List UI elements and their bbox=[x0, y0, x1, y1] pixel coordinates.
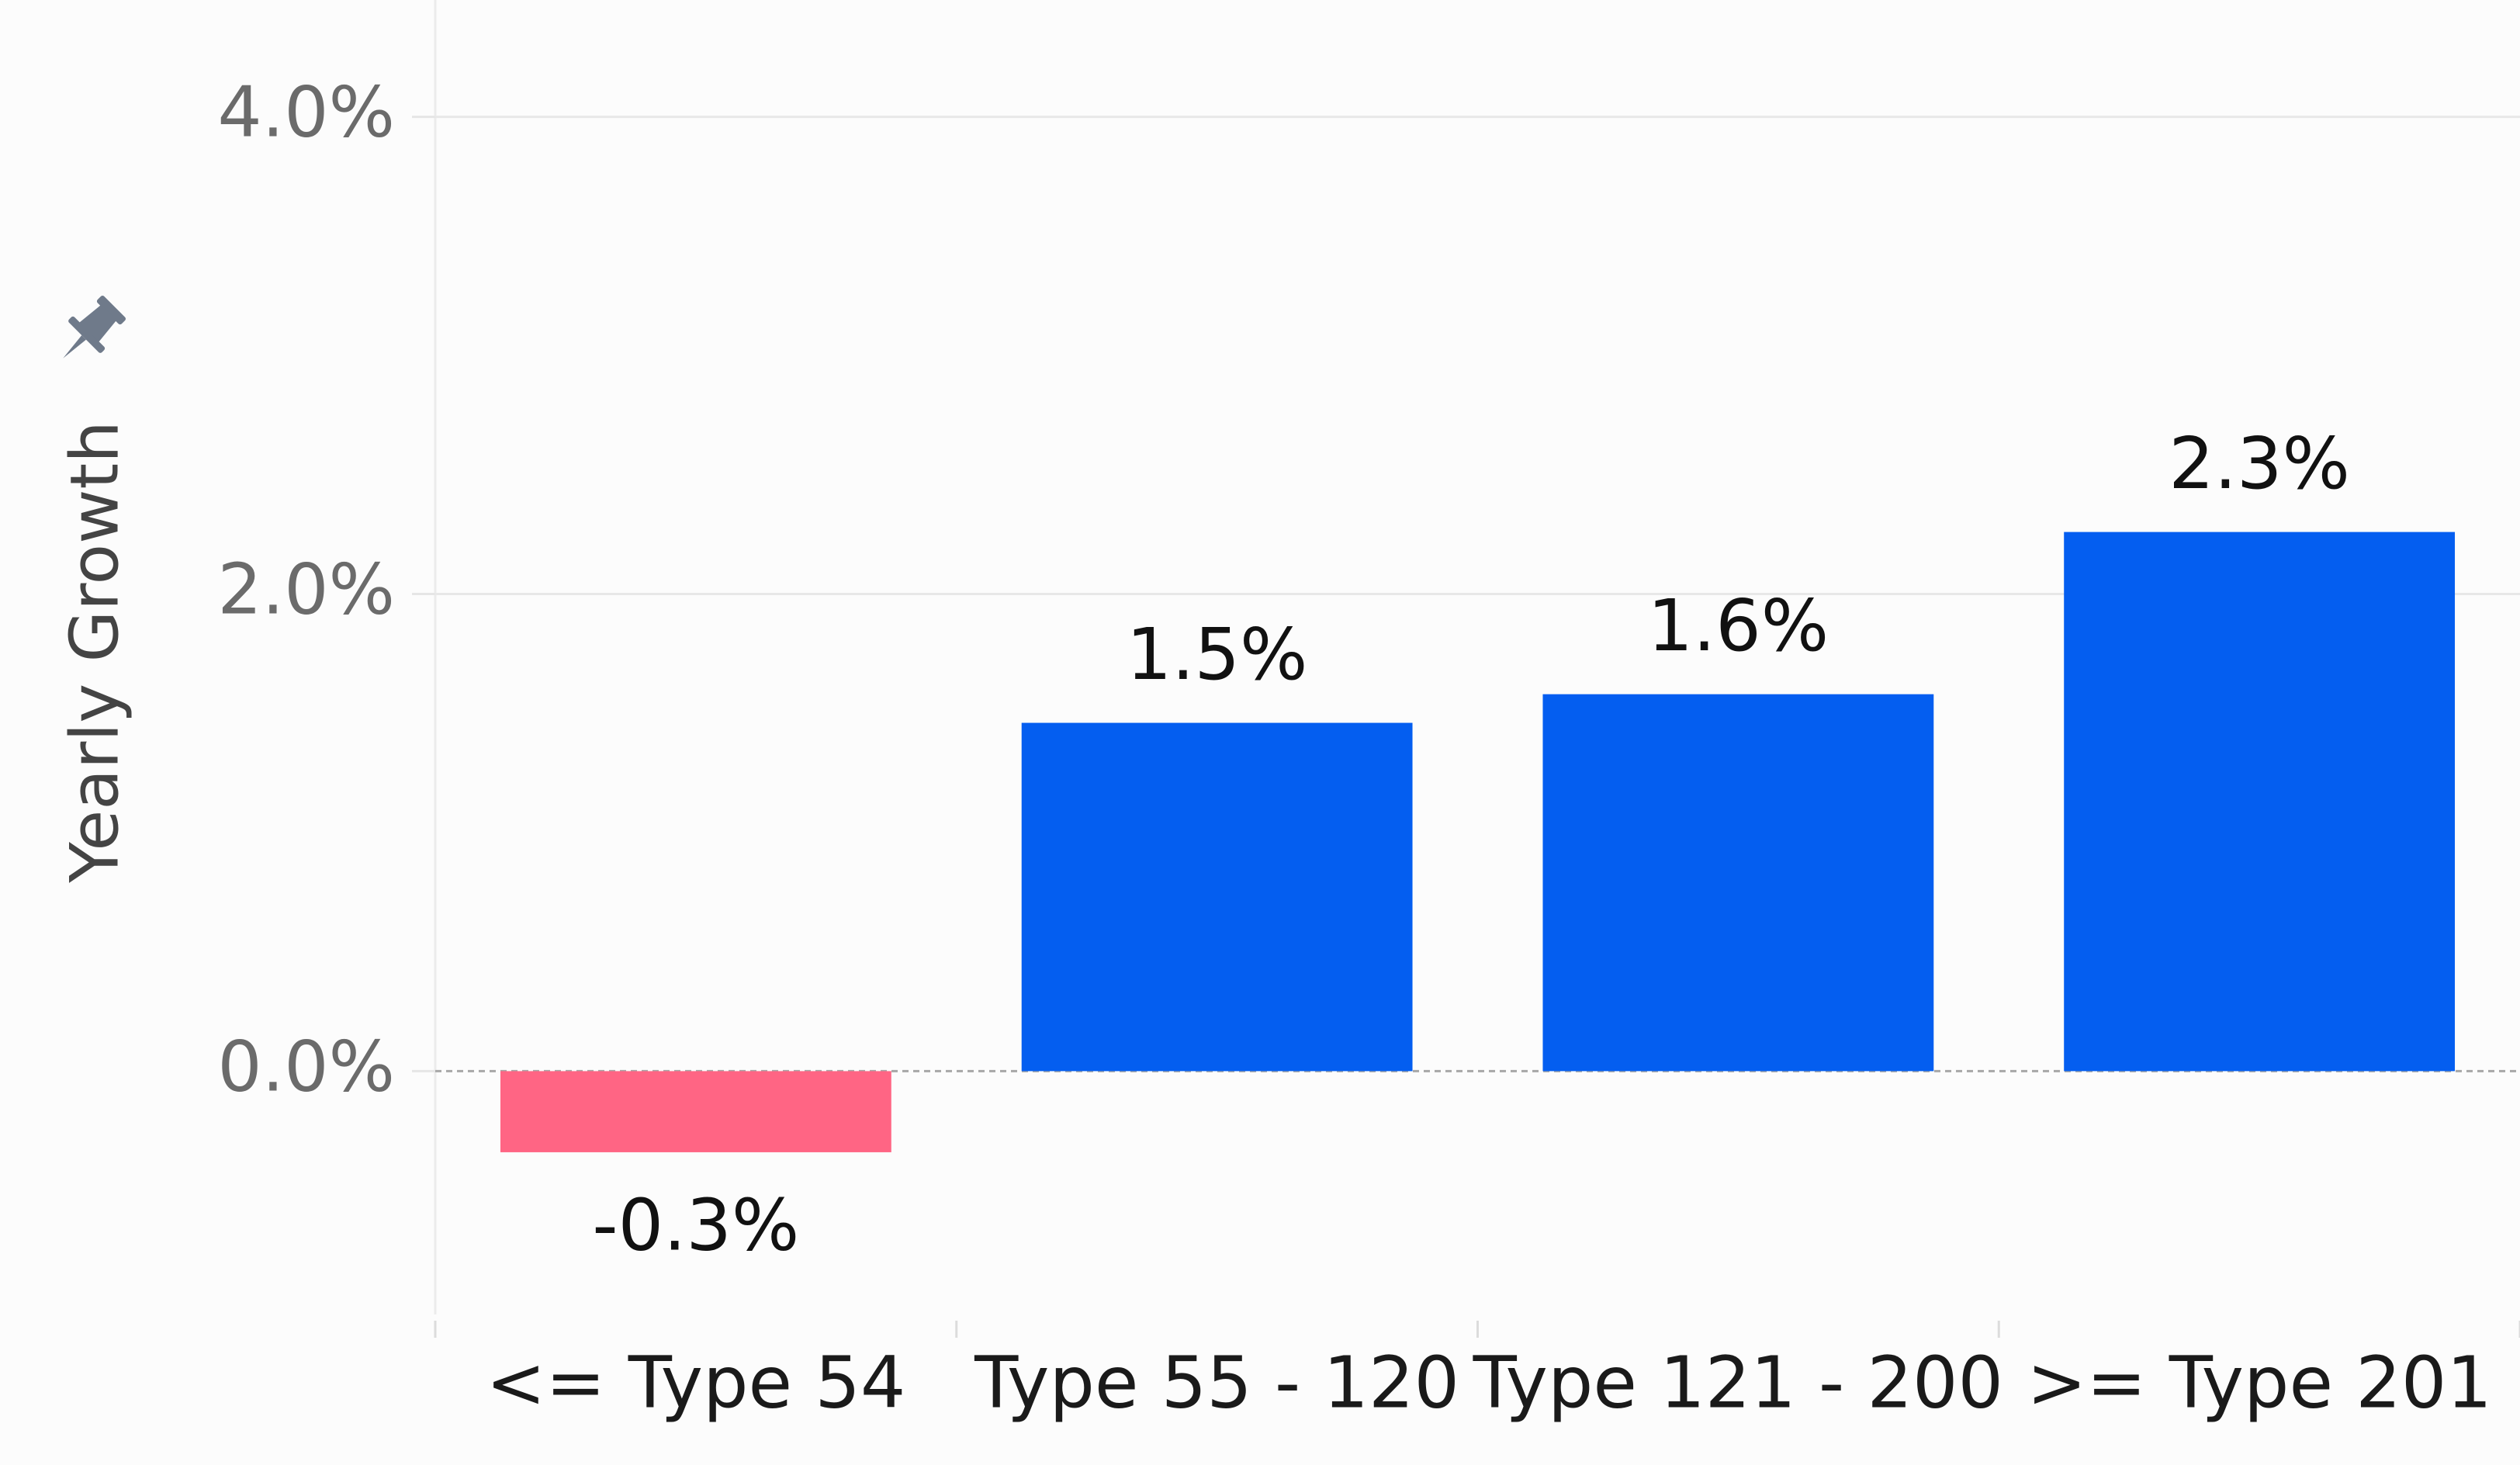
y-axis-title: Yearly Growth bbox=[56, 421, 133, 884]
x-tick-label: <= Type 54 bbox=[486, 1341, 905, 1424]
value-label: 2.3% bbox=[2169, 422, 2350, 505]
value-label: -0.3% bbox=[592, 1183, 799, 1266]
value-label: 1.6% bbox=[1648, 584, 1829, 667]
y-tick-label: 0.0% bbox=[217, 1026, 395, 1107]
x-tick-label: Type 121 - 200 bbox=[1473, 1341, 2003, 1424]
y-tick-label: 4.0% bbox=[217, 72, 395, 154]
bar bbox=[1542, 694, 1934, 1072]
value-label: 1.5% bbox=[1127, 613, 1308, 696]
bar bbox=[500, 1071, 891, 1152]
y-tick-label: 2.0% bbox=[217, 549, 395, 630]
x-tick-label: Type 55 - 120 bbox=[974, 1341, 1459, 1424]
x-tick-label: >= Type 201 bbox=[2027, 1341, 2492, 1424]
pin-icon bbox=[63, 295, 126, 358]
bar bbox=[1021, 722, 1413, 1072]
bar bbox=[2064, 532, 2456, 1072]
